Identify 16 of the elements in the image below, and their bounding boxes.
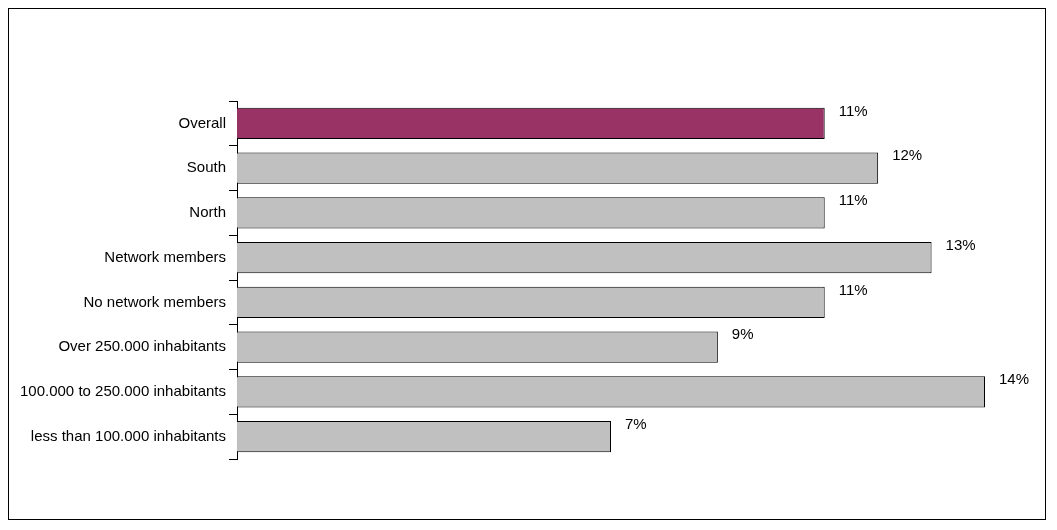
y-tick-label: Overall (178, 113, 227, 131)
data-label: 11% (838, 191, 868, 209)
y-tick-label: No network members (83, 292, 227, 310)
data-label: 11% (838, 101, 868, 119)
data-label: 12% (892, 146, 923, 164)
data-label: 13% (945, 235, 976, 253)
y-tick-label: less than 100.000 inhabitants (30, 426, 227, 444)
y-tick-label: South (186, 158, 227, 176)
data-label: 14% (999, 370, 1030, 388)
y-tick-label: 100.000 to 250.000 inhabitants (19, 382, 227, 400)
y-tick-label: Network members (104, 247, 227, 265)
y-tick-label: North (189, 203, 227, 221)
data-label: 9% (731, 325, 754, 343)
y-tick-label: Over 250.000 inhabitants (58, 337, 227, 355)
data-label: 11% (838, 280, 868, 298)
data-label: 7% (625, 414, 647, 432)
